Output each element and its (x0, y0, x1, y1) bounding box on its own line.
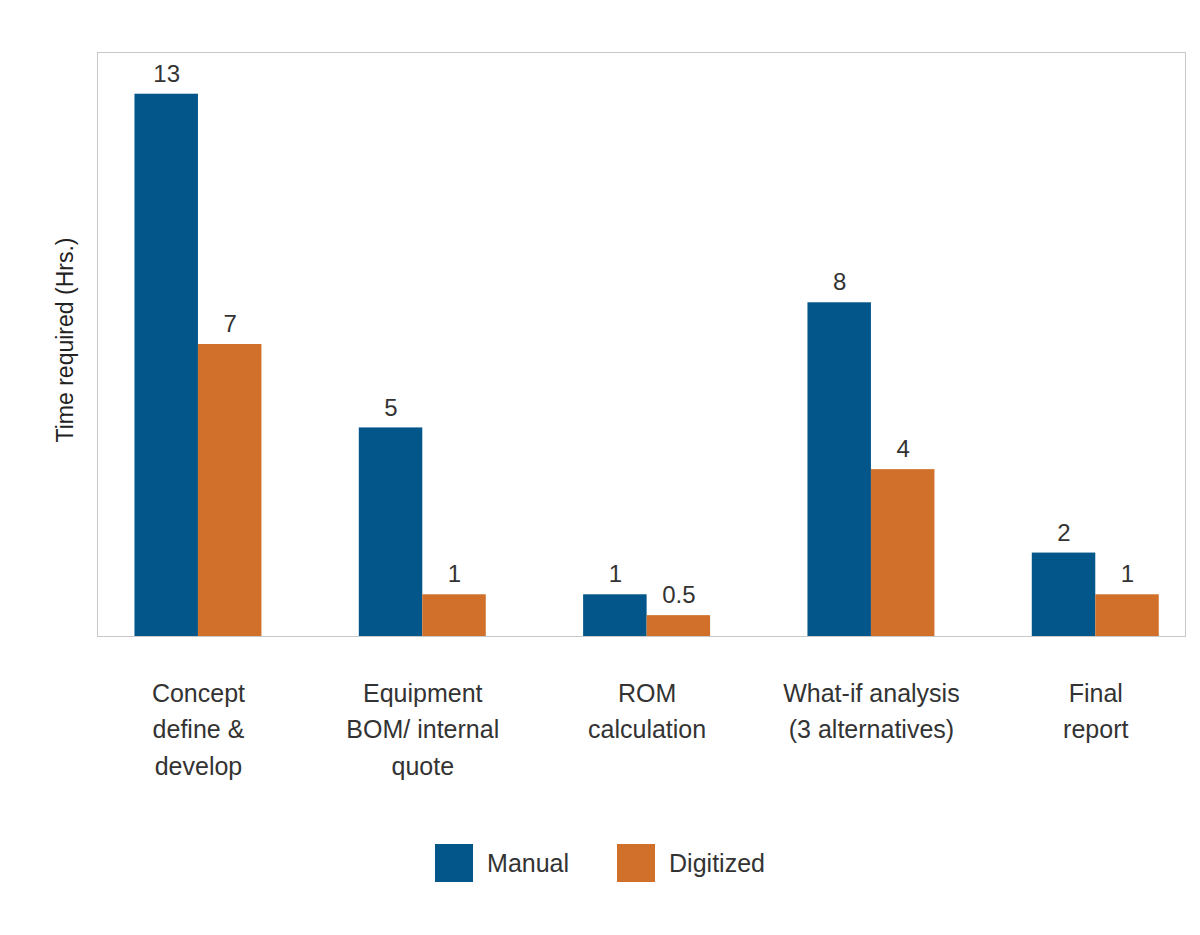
html-text:Time required (Hrs.): Time required (Hrs.) (51, 237, 78, 443)
html-text:Manual: Manual (487, 848, 570, 877)
svg-text:7: 7 (224, 310, 237, 337)
svg-text:Conceptdefine &develop: Conceptdefine &develop (152, 679, 245, 780)
svg-text:13: 13 (153, 60, 180, 87)
svg-text:1: 1 (1121, 560, 1134, 587)
svg-text:8: 8 (833, 268, 846, 295)
svg-text:ROMcalculation: ROMcalculation (588, 679, 706, 743)
html-text:Digitized: Digitized (669, 848, 765, 877)
svg-text:2: 2 (1057, 519, 1070, 546)
svg-text:0.5: 0.5 (662, 581, 695, 608)
svg-text:1: 1 (609, 560, 622, 587)
svg-text:EquipmentBOM/ internalquote: EquipmentBOM/ internalquote (346, 679, 499, 780)
svg-text:1: 1 (448, 560, 461, 587)
svg-text:4: 4 (897, 435, 910, 462)
svg-text:5: 5 (384, 394, 397, 421)
svg-text:What-if analysis(3 alternative: What-if analysis(3 alternatives) (783, 679, 959, 743)
svg-text:Finalreport: Finalreport (1063, 679, 1128, 743)
